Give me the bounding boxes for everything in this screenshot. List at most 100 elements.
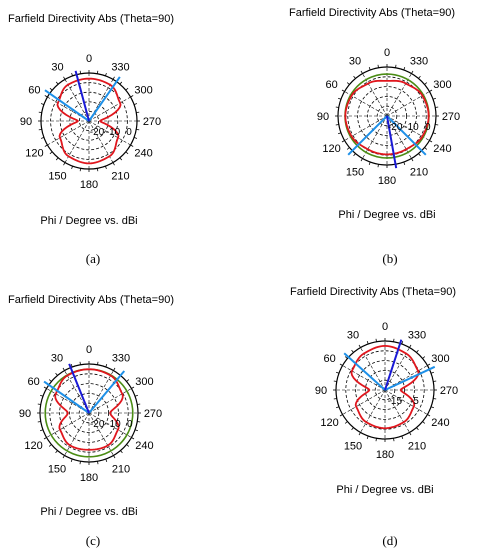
angle-tick-label: 300 <box>431 353 449 365</box>
grid-ring <box>78 402 100 424</box>
main-lobe-line <box>68 363 90 414</box>
angle-minor-tick <box>335 124 339 126</box>
angle-minor-tick <box>366 340 369 345</box>
angle-minor-tick <box>63 76 66 80</box>
angle-tick-label: 90 <box>19 408 31 420</box>
angle-tick-label: 270 <box>442 111 460 123</box>
angle-minor-tick <box>341 140 345 143</box>
angle-minor-tick <box>112 162 115 166</box>
angle-minor-tick <box>429 140 433 143</box>
angle-minor-tick <box>335 106 339 108</box>
main-lobe-line <box>384 339 403 391</box>
grid-spoke <box>47 120 90 146</box>
axis-label: Phi / Degree vs. dBi <box>40 506 137 518</box>
angle-minor-tick <box>79 70 82 74</box>
angle-minor-tick <box>131 386 135 389</box>
chart-title: Farfield Directivity Abs (Theta=90) <box>289 7 455 19</box>
angle-minor-tick <box>375 438 377 442</box>
angle-minor-tick <box>368 66 371 71</box>
angle-minor-tick <box>71 72 73 77</box>
angle-minor-tick <box>351 349 354 353</box>
grid-spoke <box>384 389 410 433</box>
angle-minor-tick <box>96 70 99 74</box>
angle-minor-tick <box>418 75 421 79</box>
angle-minor-tick <box>134 429 139 432</box>
grid-ring <box>49 373 129 453</box>
angle-tick-label: 330 <box>408 330 426 342</box>
angle-tick-label: 300 <box>135 376 153 388</box>
angle-minor-tick <box>432 132 437 135</box>
grid-ring <box>79 111 100 132</box>
angle-minor-tick <box>119 157 123 161</box>
grid-spoke <box>88 412 114 456</box>
angle-minor-tick <box>120 450 123 454</box>
angle-minor-tick <box>401 340 404 345</box>
grid-ring <box>69 101 109 141</box>
grid-ring <box>355 360 415 420</box>
angle-tick-label: 210 <box>408 440 426 452</box>
directivity-pattern-line <box>350 344 420 430</box>
angle-minor-tick <box>44 144 48 147</box>
polar-chart-svg: Farfield Directivity Abs (Theta=90) 0 30 60… <box>8 294 174 548</box>
angle-tick-label: 180 <box>378 175 396 187</box>
beamwidth-line <box>44 89 90 122</box>
grid-spoke <box>384 347 410 391</box>
grid-spoke <box>360 389 386 433</box>
radial-tick-label: 0 <box>127 419 133 430</box>
radial-tick-label: -20 <box>90 127 105 138</box>
angle-minor-tick <box>337 132 342 135</box>
angle-minor-tick <box>38 111 42 114</box>
angle-minor-tick <box>43 386 47 389</box>
grid-ring <box>357 86 417 146</box>
angle-minor-tick <box>435 106 439 108</box>
angle-minor-tick <box>416 349 419 353</box>
beamwidth-line <box>384 365 436 391</box>
angle-minor-tick <box>427 414 431 417</box>
grid-spoke <box>362 115 388 159</box>
axis-label: Phi / Degree vs. dBi <box>40 215 137 227</box>
beamwidth-line <box>386 115 427 156</box>
grid-spoke <box>386 73 412 117</box>
angle-minor-tick <box>43 437 47 440</box>
angle-minor-tick <box>113 367 116 371</box>
grid-spoke <box>64 120 90 163</box>
angle-minor-tick <box>337 97 342 100</box>
angle-minor-tick <box>395 64 397 68</box>
angle-minor-tick <box>105 165 107 170</box>
angle-minor-tick <box>130 95 134 98</box>
subfigure-caption: (c) <box>86 533 100 548</box>
angle-minor-tick <box>62 367 65 371</box>
angle-tick-label: 0 <box>86 344 92 356</box>
angle-minor-tick <box>79 168 82 172</box>
angle-minor-tick <box>55 157 59 161</box>
angle-minor-tick <box>430 406 435 409</box>
angle-minor-tick <box>403 66 406 71</box>
beamwidth-line <box>88 370 126 414</box>
beamwidth-line <box>347 115 388 156</box>
angle-minor-tick <box>130 144 134 147</box>
angle-minor-tick <box>424 82 428 85</box>
angle-minor-tick <box>335 371 340 374</box>
chart-title: Farfield Directivity Abs (Theta=90) <box>8 294 174 306</box>
angle-minor-tick <box>97 361 99 365</box>
angle-minor-tick <box>137 403 141 405</box>
angle-minor-tick <box>49 151 53 155</box>
angle-minor-tick <box>38 128 42 131</box>
axis-label: Phi / Degree vs. dBi <box>338 209 435 221</box>
angle-minor-tick <box>55 372 58 376</box>
angle-minor-tick <box>112 76 115 80</box>
subfigure-caption: (d) <box>382 533 397 548</box>
angle-minor-tick <box>430 371 435 374</box>
angle-minor-tick <box>105 458 108 463</box>
angle-minor-tick <box>433 398 437 400</box>
angle-minor-tick <box>70 458 73 463</box>
angle-minor-tick <box>131 437 135 440</box>
angle-tick-label: 180 <box>80 472 98 484</box>
angle-minor-tick <box>432 97 437 100</box>
angle-minor-tick <box>360 158 363 162</box>
polar-chart-panel: Farfield Directivity Abs (Theta=90) 0 30 60… <box>0 0 238 275</box>
angle-minor-tick <box>333 398 337 400</box>
angle-minor-tick <box>433 380 437 382</box>
polar-chart-panel: Farfield Directivity Abs (Theta=90) 0 30 60… <box>239 0 477 275</box>
angle-tick-label: 210 <box>112 463 130 475</box>
